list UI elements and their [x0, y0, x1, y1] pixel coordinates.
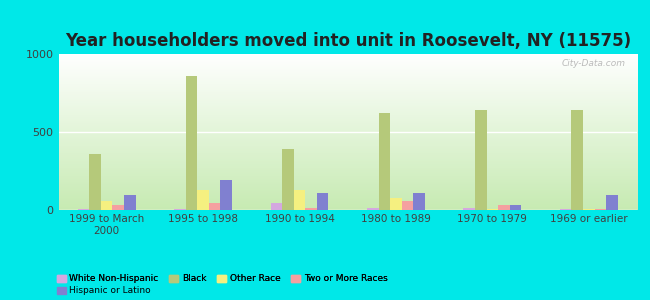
Bar: [487, 209, 498, 210]
Text: City-Data.com: City-Data.com: [562, 59, 625, 68]
Legend: Hispanic or Latino: Hispanic or Latino: [57, 286, 151, 296]
Bar: [306, 208, 317, 210]
Bar: [186, 76, 198, 210]
Bar: [571, 110, 583, 210]
Bar: [112, 205, 124, 210]
Bar: [89, 154, 101, 210]
Bar: [220, 180, 232, 210]
Bar: [198, 190, 209, 210]
Title: Year householders moved into unit in Roosevelt, NY (11575): Year householders moved into unit in Roo…: [65, 32, 630, 50]
Bar: [282, 149, 294, 210]
Bar: [606, 195, 618, 210]
Bar: [413, 193, 425, 210]
Bar: [583, 209, 595, 210]
Bar: [595, 209, 606, 210]
Bar: [124, 195, 136, 210]
Bar: [270, 203, 282, 210]
Bar: [78, 209, 89, 210]
Bar: [510, 205, 521, 210]
Bar: [174, 209, 186, 210]
Bar: [402, 201, 413, 210]
Bar: [560, 209, 571, 210]
Bar: [317, 193, 328, 210]
Bar: [294, 190, 306, 210]
Bar: [101, 201, 112, 210]
Legend: White Non-Hispanic, Black, Other Race, Two or More Races: White Non-Hispanic, Black, Other Race, T…: [57, 274, 388, 284]
Bar: [463, 208, 475, 210]
Bar: [367, 208, 378, 210]
Bar: [498, 205, 510, 210]
Bar: [390, 198, 402, 210]
Bar: [475, 110, 487, 210]
Bar: [209, 203, 220, 210]
Bar: [378, 113, 390, 210]
